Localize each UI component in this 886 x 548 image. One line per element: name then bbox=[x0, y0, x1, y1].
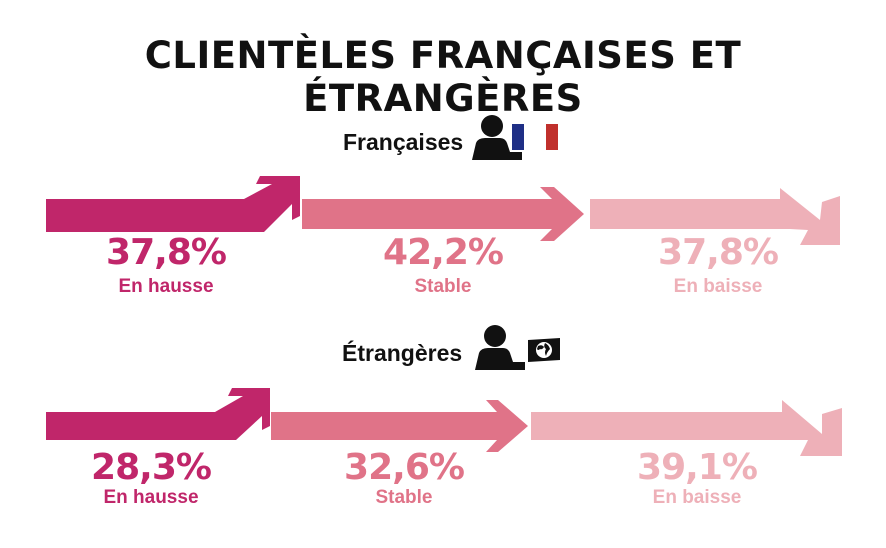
page-title: CLIENTÈLES FRANÇAISES ET ÉTRANGÈRES bbox=[144, 34, 742, 120]
arrow-en-baisse bbox=[590, 188, 840, 245]
label-en-hausse: En hausse bbox=[103, 487, 199, 508]
arrow-en-hausse bbox=[46, 388, 270, 440]
value-stable: 32,6% bbox=[344, 447, 465, 488]
value-en-hausse: 37,8% bbox=[106, 232, 227, 273]
person-icon bbox=[475, 325, 525, 370]
french-flag-icon bbox=[512, 124, 558, 150]
arrow-stable bbox=[302, 187, 584, 241]
section-label-francaises: Françaises bbox=[343, 129, 464, 155]
section-label-etrangeres: Étrangères bbox=[342, 340, 463, 366]
value-en-hausse: 28,3% bbox=[91, 447, 212, 488]
person-icon bbox=[472, 115, 522, 160]
value-en-baisse: 37,8% bbox=[658, 232, 779, 273]
label-en-baisse: En baisse bbox=[652, 487, 742, 508]
arrow-stable bbox=[271, 400, 528, 452]
label-en-baisse: En baisse bbox=[673, 276, 763, 297]
globe-icon bbox=[528, 338, 560, 362]
value-en-baisse: 39,1% bbox=[637, 447, 758, 488]
arrow-en-baisse bbox=[531, 400, 842, 456]
label-stable: Stable bbox=[375, 487, 433, 508]
label-stable: Stable bbox=[414, 276, 472, 297]
value-stable: 42,2% bbox=[383, 232, 504, 273]
arrow-en-hausse bbox=[46, 176, 300, 232]
label-en-hausse: En hausse bbox=[118, 276, 214, 297]
